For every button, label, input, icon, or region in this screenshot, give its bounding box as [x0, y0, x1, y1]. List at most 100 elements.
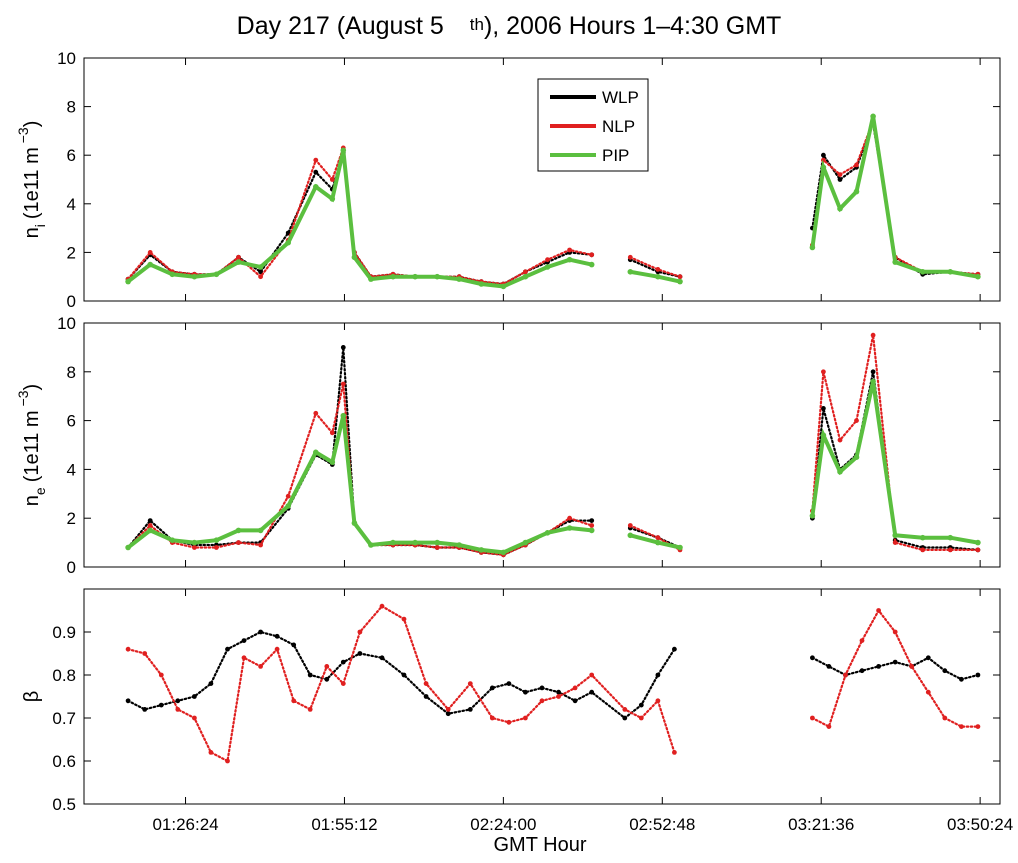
- data-point: [489, 715, 495, 721]
- data-point: [390, 273, 396, 280]
- data-point: [169, 537, 176, 543]
- chart-title-sup: th: [469, 15, 484, 34]
- y-label-unit: (1e11 m: [21, 147, 43, 219]
- data-point: [843, 672, 848, 678]
- data-point: [870, 369, 876, 375]
- data-point: [285, 493, 291, 499]
- series-nlp: [125, 332, 981, 558]
- data-point: [672, 646, 677, 652]
- y-tick-label: 8: [67, 98, 76, 117]
- data-point: [947, 547, 953, 553]
- axes-frame: [83, 588, 1001, 805]
- data-point: [213, 537, 220, 543]
- data-point: [821, 406, 826, 411]
- data-point: [572, 698, 578, 704]
- data-point: [324, 664, 330, 669]
- data-point: [191, 273, 198, 280]
- data-point: [147, 261, 153, 268]
- data-point: [274, 646, 280, 652]
- x-tick-label: 03:21:36: [788, 815, 854, 834]
- data-point: [854, 418, 859, 423]
- series-wlp: [125, 629, 981, 721]
- data-point: [622, 715, 628, 721]
- data-point: [340, 659, 346, 665]
- data-point: [566, 525, 573, 531]
- y-tick-label: 6: [67, 146, 76, 165]
- data-point: [589, 523, 595, 528]
- data-point: [975, 539, 981, 546]
- data-point: [235, 527, 242, 534]
- data-point: [870, 378, 876, 385]
- data-point: [175, 698, 181, 704]
- y-tick-label: 10: [57, 49, 76, 68]
- series-line: [127, 630, 979, 720]
- data-point: [379, 603, 385, 609]
- data-point: [622, 707, 628, 712]
- data-point: [837, 177, 843, 182]
- data-point: [975, 724, 981, 729]
- data-point: [257, 264, 264, 270]
- data-point: [175, 707, 181, 712]
- data-point: [876, 608, 881, 613]
- y-axis-label: ne (1e11 m −3): [15, 384, 48, 506]
- data-point: [258, 664, 263, 669]
- data-point: [522, 273, 529, 280]
- data-point: [307, 707, 313, 712]
- data-point: [169, 271, 176, 278]
- data-point: [125, 646, 131, 652]
- y-tick-label: 4: [67, 460, 76, 479]
- data-point: [142, 651, 148, 656]
- y-label-close: ): [21, 384, 43, 391]
- data-point: [947, 534, 954, 541]
- data-point: [434, 545, 440, 550]
- data-point: [821, 157, 826, 163]
- data-point: [892, 629, 898, 635]
- data-point: [975, 672, 981, 678]
- data-point: [351, 254, 358, 261]
- data-point: [329, 177, 335, 182]
- y-axis-label: ni (1e11 m −3): [15, 121, 48, 239]
- data-point: [125, 278, 131, 285]
- data-point: [942, 715, 948, 721]
- legend-label: NLP: [602, 117, 635, 136]
- data-point: [401, 672, 407, 678]
- y-tick-label: 0.9: [52, 623, 76, 642]
- data-point: [854, 162, 859, 168]
- y-label-sup: −3: [15, 390, 31, 406]
- data-point: [142, 707, 148, 712]
- data-point: [258, 542, 263, 548]
- x-tick-label: 01:55:12: [311, 815, 377, 834]
- data-point: [837, 205, 843, 212]
- series-line: [127, 334, 979, 556]
- data-point: [434, 273, 441, 280]
- data-point: [975, 273, 981, 280]
- series-nlp: [125, 603, 981, 764]
- data-point: [655, 267, 661, 272]
- data-point: [258, 269, 263, 275]
- data-point: [567, 515, 572, 521]
- data-point: [423, 681, 429, 686]
- data-point: [125, 698, 131, 704]
- data-point: [959, 676, 964, 682]
- data-point: [544, 264, 551, 270]
- data-point: [324, 676, 330, 682]
- y-tick-label: 0: [67, 292, 76, 311]
- data-point: [313, 410, 319, 416]
- data-point: [500, 283, 507, 290]
- data-point: [638, 715, 644, 721]
- data-point: [909, 664, 915, 669]
- data-point: [313, 169, 319, 175]
- data-point: [627, 254, 633, 260]
- data-point: [677, 274, 683, 280]
- data-point: [589, 518, 595, 523]
- data-point: [285, 503, 292, 509]
- data-point: [859, 668, 865, 674]
- x-tick-label: 02:52:48: [629, 815, 695, 834]
- data-point: [192, 694, 197, 699]
- chart-title-main: Day 217 (August 5: [236, 12, 444, 40]
- data-point: [627, 532, 634, 539]
- data-point: [390, 539, 396, 546]
- data-point: [892, 540, 898, 545]
- data-point: [655, 672, 661, 678]
- data-point: [876, 664, 881, 669]
